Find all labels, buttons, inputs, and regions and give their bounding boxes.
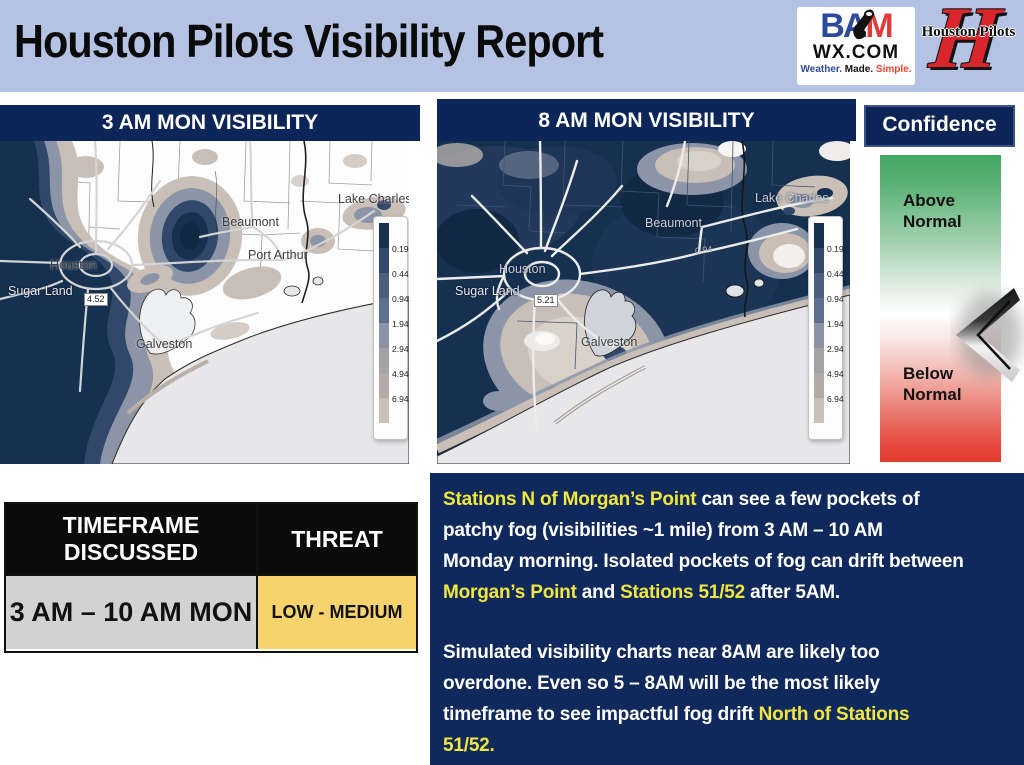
tagline-simple: Simple. [875, 64, 912, 75]
legend-value: 0.44 [392, 269, 409, 279]
tagline-weather: Weather. [800, 64, 843, 75]
city-label-sugar-land: Sugar Land [8, 284, 73, 298]
city-label-houston: Houston [50, 258, 97, 272]
bam-letter-b: B [820, 7, 845, 45]
legend-colorbar [814, 223, 824, 423]
city-label-sugar-land: Sugar Land [455, 284, 520, 298]
notes-line: overdone. Even so 5 – 8AM will be the mo… [443, 673, 880, 694]
notes-line: Morgan’s Point and Stations 51/52 after … [443, 582, 840, 603]
notes-line: timeframe to see impactful fog drift Nor… [443, 704, 910, 725]
pilots-monogram: H [925, 0, 1005, 87]
legend-value: 4.94 [827, 369, 844, 379]
bamwx-url: WX.COM [812, 42, 900, 63]
confidence-pointer-arrow [950, 273, 1024, 393]
bamwx-logo: BAM WX.COM Weather. Made. Simple. [797, 7, 915, 85]
confidence-title-bar: Confidence [864, 105, 1015, 147]
report-header: Houston Pilots Visibility Report BAM WX.… [0, 0, 1024, 92]
threat-table-header-row: TIMEFRAME DISCUSSED THREAT [6, 504, 416, 574]
legend-value: 0.19 [392, 244, 409, 254]
legend-value: 2.94 [392, 344, 409, 354]
legend-value: 6.94 [827, 394, 844, 404]
city-label-port-arthur: Port Arthur [248, 248, 308, 262]
map-left-title-bar: 3 AM MON VISIBILITY [0, 105, 420, 141]
legend-value: 2.94 [827, 344, 844, 354]
legend-value: 0.44 [827, 269, 844, 279]
notes-line: 51/52. [443, 735, 495, 756]
city-label-galveston: Galveston [136, 337, 193, 351]
timeframe-header-label: TIMEFRAME DISCUSSED [62, 512, 200, 565]
legend-value: 6.94 [392, 394, 409, 404]
map-8am-graphic [437, 141, 850, 464]
megaphone-icon [851, 9, 875, 47]
visibility-legend: 0.19 0.44 0.94 1.94 2.94 4.94 6.94 [373, 216, 409, 440]
city-label-galveston: Galveston [581, 335, 638, 349]
city-label-lake-charles: Lake Charles [755, 191, 829, 205]
visibility-value-label: 4.52 [84, 293, 108, 306]
bamwx-tagline: Weather. Made. Simple. [797, 64, 915, 76]
threat-table: TIMEFRAME DISCUSSED THREAT 3 AM – 10 AM … [4, 502, 418, 653]
notes-line: Monday morning. Isolated pockets of fog … [443, 551, 964, 572]
city-label-beaumont: Beaumont [222, 215, 279, 229]
legend-value: 1.94 [392, 319, 409, 329]
threat-header-label: THREAT [291, 525, 383, 552]
timeframe-value-cell: 3 AM – 10 AM MON [6, 574, 258, 649]
notes-line [443, 608, 1012, 637]
notes-line: Stations N of Morgan’s Point can see a f… [443, 489, 920, 510]
forecast-notes-box: Stations N of Morgan’s Point can see a f… [430, 473, 1024, 765]
visibility-map-8am: Houston Sugar Land 5.21 Galveston Beaumo… [437, 141, 850, 464]
map-3am-graphic [0, 141, 409, 464]
visibility-value-label: 5.21 [534, 294, 558, 307]
pilots-logo-text: Houston Pilots [921, 24, 1016, 40]
houston-pilots-logo: H Houston Pilots [913, 0, 1024, 90]
legend-value: 0.94 [827, 294, 844, 304]
bamwx-wordmark: BAM [797, 9, 915, 43]
visibility-legend: 0.19 0.44 0.94 1.94 2.94 4.94 6.94 [808, 216, 844, 440]
timeframe-header-cell: TIMEFRAME DISCUSSED [6, 504, 258, 574]
city-label-houston: Houston [499, 262, 546, 276]
city-label-beaumont: Beaumont [645, 216, 702, 230]
threat-header-cell: THREAT [258, 504, 416, 574]
threat-table-data-row: 3 AM – 10 AM MON LOW - MEDIUM [6, 574, 416, 649]
confidence-above-label: Above Normal [903, 191, 962, 231]
tagline-made: Made. [844, 64, 874, 75]
confidence-below-label: Below Normal [903, 364, 962, 404]
notes-line: patchy fog (visibilities ~1 mile) from 3… [443, 520, 883, 541]
legend-value: 0.94 [392, 294, 409, 304]
legend-value: 1.94 [827, 319, 844, 329]
legend-value: 0.19 [827, 244, 844, 254]
page-title: Houston Pilots Visibility Report [14, 15, 604, 67]
city-label-lake-charles: Lake Charles [338, 192, 409, 206]
visibility-map-3am: Houston Sugar Land 4.52 Galveston Beaumo… [0, 141, 409, 464]
map-right-title-bar: 8 AM MON VISIBILITY [437, 99, 856, 141]
notes-line: Simulated visibility charts near 8AM are… [443, 642, 880, 663]
threat-value-cell: LOW - MEDIUM [258, 574, 416, 649]
legend-value: 4.94 [392, 369, 409, 379]
legend-colorbar [379, 223, 389, 423]
